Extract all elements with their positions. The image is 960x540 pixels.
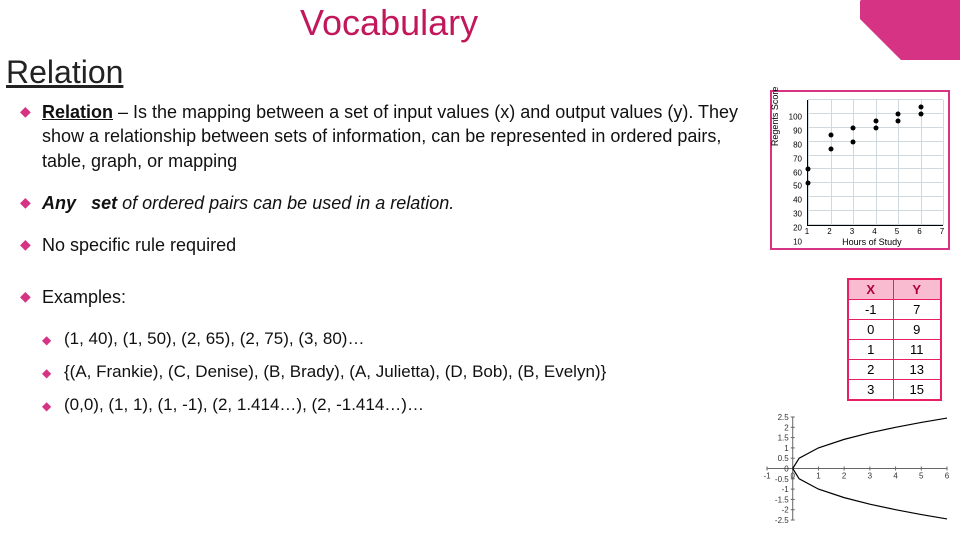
svg-text:6: 6 <box>945 472 950 481</box>
example-1: (1, 40), (1, 50), (2, 65), (2, 75), (3, … <box>20 328 750 351</box>
bullet-examples: Examples: <box>20 285 750 309</box>
svg-text:0: 0 <box>784 465 789 474</box>
scatter-y-tick: 60 <box>772 168 802 177</box>
scatter-point <box>896 118 901 123</box>
table-cell: 1 <box>848 340 893 360</box>
table-cell: 13 <box>893 360 941 380</box>
scatter-x-tick: 4 <box>872 227 876 236</box>
svg-text:1.5: 1.5 <box>778 434 790 443</box>
table-header: X <box>848 279 893 300</box>
table-row: 213 <box>848 360 941 380</box>
scatter-point <box>873 125 878 130</box>
scatter-point <box>828 146 833 151</box>
svg-text:2: 2 <box>842 472 847 481</box>
word-set: set <box>91 193 117 213</box>
bullet-definition: Relation – Is the mapping between a set … <box>20 100 750 173</box>
svg-text:2.5: 2.5 <box>778 413 790 422</box>
curve-svg: -10123456-2.5-2-1.5-1-0.500.511.522.5 <box>742 412 952 532</box>
svg-text:2: 2 <box>784 423 789 432</box>
table-row: 111 <box>848 340 941 360</box>
scatter-y-tick: 90 <box>772 126 802 135</box>
definition-text: – Is the mapping between a set of input … <box>42 102 738 171</box>
scatter-y-tick: 10 <box>772 238 802 247</box>
scatter-x-tick: 3 <box>850 227 854 236</box>
content-area: Relation – Is the mapping between a set … <box>20 100 750 427</box>
svg-text:4: 4 <box>893 472 898 481</box>
svg-text:0.5: 0.5 <box>778 454 790 463</box>
scatter-y-tick: 20 <box>772 224 802 233</box>
svg-text:-0.5: -0.5 <box>775 475 789 484</box>
bullet-any-set: Any set of ordered pairs can be used in … <box>20 191 750 215</box>
svg-text:5: 5 <box>919 472 924 481</box>
scatter-y-tick: 80 <box>772 140 802 149</box>
table-cell: 3 <box>848 380 893 401</box>
table-cell: 11 <box>893 340 941 360</box>
table-cell: 2 <box>848 360 893 380</box>
any-set-rest: of ordered pairs can be used in a relati… <box>117 193 454 213</box>
table-row: 09 <box>848 320 941 340</box>
scatter-y-tick: 50 <box>772 182 802 191</box>
scatter-x-axis-label: Hours of Study <box>842 237 902 247</box>
table-row: -17 <box>848 300 941 320</box>
scatter-x-tick: 6 <box>917 227 921 236</box>
scatter-point <box>851 139 856 144</box>
scatter-point <box>918 104 923 109</box>
scatter-x-tick: 5 <box>895 227 899 236</box>
scatter-plot-area <box>807 100 943 226</box>
scatter-y-tick: 100 <box>772 113 802 122</box>
scatter-point <box>828 132 833 137</box>
curve-chart: -10123456-2.5-2-1.5-1-0.500.511.522.5 <box>742 412 952 532</box>
page-subtitle: Relation <box>6 54 123 91</box>
scatter-point <box>896 111 901 116</box>
table-cell: 0 <box>848 320 893 340</box>
example-3: (0,0), (1, 1), (1, -1), (2, 1.414…), (2,… <box>20 394 750 417</box>
table-row: 315 <box>848 380 941 401</box>
scatter-point <box>806 181 811 186</box>
scatter-x-tick: 2 <box>827 227 831 236</box>
svg-text:1: 1 <box>816 472 821 481</box>
svg-text:-1.5: -1.5 <box>775 495 789 504</box>
term-relation: Relation <box>42 102 113 122</box>
svg-text:-2: -2 <box>782 506 790 515</box>
scatter-y-tick: 40 <box>772 196 802 205</box>
svg-text:-1: -1 <box>763 472 771 481</box>
table-cell: 7 <box>893 300 941 320</box>
corner-ribbon <box>860 0 960 60</box>
scatter-point <box>918 111 923 116</box>
xy-table: XY-1709111213315 <box>847 278 942 401</box>
example-2: {(A, Frankie), (C, Denise), (B, Brady), … <box>20 361 844 384</box>
word-any: Any <box>42 193 76 213</box>
scatter-y-tick: 70 <box>772 154 802 163</box>
table-cell: 15 <box>893 380 941 401</box>
scatter-x-tick: 7 <box>940 227 944 236</box>
page-title: Vocabulary <box>300 2 478 44</box>
svg-text:-2.5: -2.5 <box>775 516 789 525</box>
svg-text:1: 1 <box>784 444 789 453</box>
scatter-x-tick: 1 <box>805 227 809 236</box>
table-header: Y <box>893 279 941 300</box>
svg-text:-1: -1 <box>782 485 790 494</box>
table-cell: -1 <box>848 300 893 320</box>
scatter-point <box>851 125 856 130</box>
scatter-chart: Regents Score Hours of Study 10203040506… <box>770 90 950 250</box>
slide: Vocabulary Relation Relation – Is the ma… <box>0 0 960 540</box>
scatter-point <box>806 167 811 172</box>
bullet-no-rule: No specific rule required <box>20 233 750 257</box>
table-cell: 9 <box>893 320 941 340</box>
scatter-y-tick: 30 <box>772 210 802 219</box>
svg-text:3: 3 <box>868 472 873 481</box>
scatter-point <box>873 118 878 123</box>
